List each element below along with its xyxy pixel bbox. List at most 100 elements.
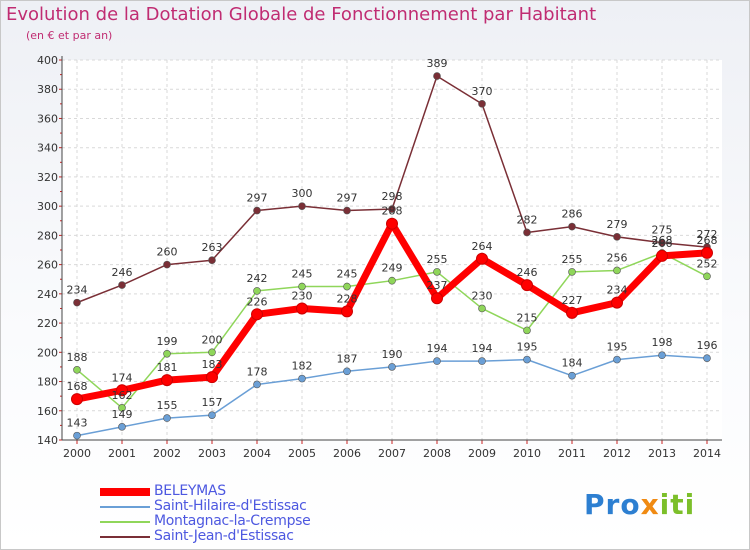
data-point-saint-jean-d-estissac: [478, 100, 486, 108]
data-point-beleymas: [161, 374, 173, 387]
data-point-beleymas: [71, 393, 83, 406]
data-point-beleymas: [656, 249, 668, 262]
legend-swatch: [100, 506, 150, 508]
data-label-beleymas: 266: [652, 237, 673, 250]
data-point-beleymas: [206, 371, 218, 384]
data-point-montagnac-la-crempse: [73, 366, 81, 374]
y-tick-label: 340: [37, 142, 58, 155]
data-label-montagnac-la-crempse: 199: [157, 335, 178, 348]
data-label-saint-jean-d-estissac: 279: [607, 218, 628, 231]
data-point-saint-hilaire-d-estissac: [343, 367, 351, 376]
data-label-beleymas: 226: [247, 295, 268, 308]
data-label-beleymas: 246: [517, 266, 538, 279]
data-point-montagnac-la-crempse: [433, 268, 441, 276]
data-label-saint-jean-d-estissac: 275: [652, 224, 673, 237]
data-point-beleymas: [476, 252, 488, 265]
data-point-montagnac-la-crempse: [613, 266, 621, 275]
data-point-saint-jean-d-estissac: [208, 256, 216, 265]
data-point-montagnac-la-crempse: [208, 348, 216, 357]
proxiti-logo: Proxiti: [584, 488, 695, 521]
data-label-saint-jean-d-estissac: 282: [517, 213, 538, 226]
data-label-saint-hilaire-d-estissac: 187: [337, 352, 358, 365]
data-label-montagnac-la-crempse: 230: [472, 289, 493, 302]
y-tick-label: 180: [37, 376, 58, 389]
x-tick-label: 2006: [333, 447, 361, 460]
logo-part-1: Pro: [584, 488, 641, 521]
data-label-saint-hilaire-d-estissac: 195: [607, 341, 628, 354]
data-label-montagnac-la-crempse: 255: [562, 253, 583, 266]
x-tick-label: 2014: [693, 447, 721, 460]
data-point-saint-jean-d-estissac: [73, 298, 81, 307]
data-label-saint-jean-d-estissac: 246: [112, 266, 133, 279]
y-tick-label: 360: [37, 112, 58, 125]
data-point-beleymas: [341, 305, 353, 318]
data-label-beleymas: 227: [562, 294, 583, 307]
y-tick-label: 380: [37, 83, 58, 96]
data-label-beleymas: 181: [157, 361, 178, 374]
legend-item: Saint-Jean-d'Estissac: [100, 528, 400, 544]
data-label-beleymas: 183: [202, 358, 223, 371]
data-label-beleymas: 264: [472, 240, 493, 253]
data-label-beleymas: 228: [337, 292, 358, 305]
data-point-montagnac-la-crempse: [253, 287, 261, 295]
data-label-saint-jean-d-estissac: 272: [697, 228, 718, 241]
data-point-saint-jean-d-estissac: [163, 260, 171, 269]
data-label-saint-hilaire-d-estissac: 178: [247, 365, 268, 378]
data-label-beleymas: 230: [292, 289, 313, 302]
y-tick-label: 140: [37, 434, 58, 447]
data-point-saint-hilaire-d-estissac: [478, 357, 486, 365]
data-label-saint-hilaire-d-estissac: 198: [652, 336, 673, 349]
data-point-montagnac-la-crempse: [703, 272, 711, 281]
chart-title: Evolution de la Dotation Globale de Fonc…: [6, 4, 597, 25]
x-tick-label: 2012: [603, 447, 631, 460]
data-point-beleymas: [431, 292, 443, 305]
data-label-saint-hilaire-d-estissac: 194: [472, 342, 493, 355]
data-point-saint-hilaire-d-estissac: [388, 363, 396, 371]
x-tick-label: 2010: [513, 447, 541, 460]
logo-part-2: x: [640, 488, 660, 521]
data-label-montagnac-la-crempse: 162: [112, 389, 133, 402]
legend-swatch: [100, 521, 150, 523]
data-point-saint-jean-d-estissac: [343, 206, 351, 215]
x-tick-label: 2008: [423, 447, 451, 460]
data-label-saint-jean-d-estissac: 300: [292, 187, 313, 200]
legend-label: Montagnac-la-Crempse: [154, 513, 311, 529]
data-point-beleymas: [611, 296, 623, 309]
y-tick-label: 300: [37, 200, 58, 213]
data-point-saint-jean-d-estissac: [613, 233, 621, 241]
data-label-saint-jean-d-estissac: 370: [472, 85, 493, 98]
data-point-saint-jean-d-estissac: [523, 228, 531, 237]
data-label-saint-hilaire-d-estissac: 190: [382, 348, 403, 361]
data-point-saint-jean-d-estissac: [388, 205, 396, 213]
data-label-saint-jean-d-estissac: 263: [202, 241, 223, 254]
data-point-beleymas: [386, 217, 398, 230]
data-label-saint-hilaire-d-estissac: 196: [697, 339, 718, 352]
data-point-montagnac-la-crempse: [523, 326, 531, 335]
x-tick-label: 2001: [108, 447, 136, 460]
data-label-montagnac-la-crempse: 268: [652, 234, 673, 247]
data-label-beleymas: 288: [382, 205, 403, 218]
data-label-saint-hilaire-d-estissac: 157: [202, 396, 223, 409]
x-tick-label: 2013: [648, 447, 676, 460]
x-tick-label: 2005: [288, 447, 316, 460]
data-label-beleymas: 234: [607, 284, 628, 297]
y-tick-label: 400: [37, 54, 58, 67]
data-label-montagnac-la-crempse: 252: [697, 257, 718, 270]
data-point-montagnac-la-crempse: [298, 282, 306, 291]
data-label-montagnac-la-crempse: 242: [247, 272, 268, 285]
data-point-beleymas: [251, 308, 263, 321]
chart-subtitle: (en € et par an): [26, 29, 113, 42]
axes: 140 160 180 200 220 240 260 280 300 320 340 360 380 4…: [37, 54, 722, 460]
x-tick-label: 2009: [468, 447, 496, 460]
data-point-saint-jean-d-estissac: [658, 238, 666, 247]
data-label-saint-jean-d-estissac: 298: [382, 190, 403, 203]
data-label-beleymas: 268: [697, 234, 718, 247]
y-tick-label: 200: [37, 346, 58, 359]
legend-label: Saint-Hilaire-d'Estissac: [154, 498, 307, 514]
data-label-saint-jean-d-estissac: 297: [247, 192, 268, 205]
y-tick-label: 320: [37, 171, 58, 184]
data-label-saint-jean-d-estissac: 260: [157, 246, 178, 259]
data-point-montagnac-la-crempse: [478, 304, 486, 313]
data-label-montagnac-la-crempse: 245: [337, 268, 358, 281]
data-label-saint-hilaire-d-estissac: 194: [427, 342, 448, 355]
